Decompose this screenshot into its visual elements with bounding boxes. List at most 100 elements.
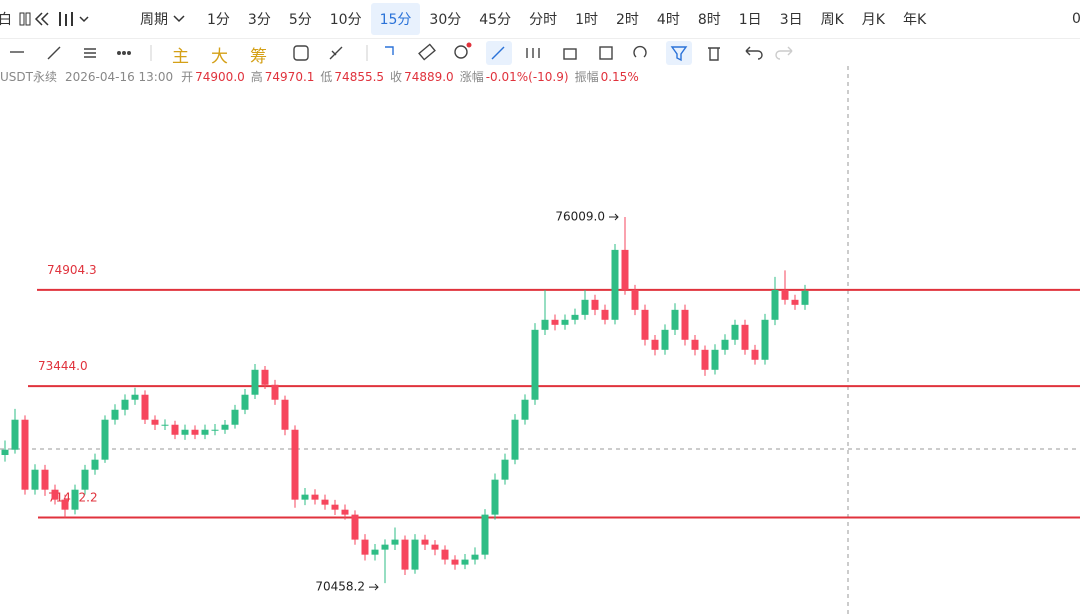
candle-body bbox=[31, 469, 39, 490]
candle-body bbox=[781, 289, 789, 300]
interval-button[interactable]: 1时 bbox=[575, 12, 598, 28]
candle-body bbox=[421, 539, 429, 545]
candle-body bbox=[491, 479, 499, 515]
candle-body bbox=[771, 289, 779, 320]
indicator-list: 主大筹 bbox=[172, 42, 289, 67]
candle-body bbox=[511, 419, 519, 460]
interval-button[interactable]: 5分 bbox=[288, 12, 312, 28]
interval-button[interactable]: 1日 bbox=[738, 12, 762, 28]
candle-body bbox=[441, 549, 449, 560]
period-label[interactable]: 周期 bbox=[140, 12, 168, 28]
interval-list: 1分 3分 5分 10分 15分 30分 45分 分时 1时 2时 4时 8时 1日 3日 周K 月K 年K bbox=[198, 3, 935, 35]
interval-button[interactable]: 4时 bbox=[656, 12, 680, 28]
info-label: 高 bbox=[250, 70, 263, 84]
candle-body bbox=[231, 409, 239, 425]
candle-body bbox=[481, 514, 489, 555]
interval-button[interactable]: 10分 bbox=[329, 12, 362, 28]
candle-body bbox=[381, 544, 389, 550]
candle-body bbox=[211, 429, 219, 431]
candle-body bbox=[81, 469, 89, 490]
theme-label[interactable]: 白 bbox=[0, 12, 12, 28]
candle-body bbox=[351, 514, 359, 540]
candle-body bbox=[471, 554, 479, 560]
candle-body bbox=[521, 399, 529, 420]
candle-body bbox=[581, 299, 589, 315]
candle-body bbox=[291, 429, 299, 500]
candle-body bbox=[161, 424, 169, 426]
interval-button[interactable]: 1分 bbox=[207, 12, 230, 28]
candle-body bbox=[621, 249, 629, 290]
candle-body bbox=[101, 419, 109, 460]
period-arrow bbox=[173, 15, 185, 23]
interval-button[interactable]: 月K bbox=[861, 12, 885, 28]
candle-body bbox=[311, 494, 319, 500]
candle-body bbox=[21, 419, 29, 490]
candle-body bbox=[591, 299, 599, 310]
candle-body bbox=[461, 559, 469, 565]
info-value: 74900.0 bbox=[195, 70, 245, 84]
candle-body bbox=[401, 539, 409, 570]
candle-body bbox=[221, 424, 229, 430]
info-label: 收 bbox=[390, 70, 403, 84]
candle-body bbox=[331, 504, 339, 510]
candle-body bbox=[561, 319, 569, 325]
interval-button[interactable]: 3日 bbox=[779, 12, 803, 28]
indicator-button[interactable]: 筹 bbox=[250, 47, 267, 67]
candle-body bbox=[501, 459, 509, 480]
candle-body bbox=[61, 499, 69, 510]
candle-body bbox=[251, 369, 259, 395]
price-annotation: 76009.0 bbox=[555, 209, 605, 223]
candle-body bbox=[391, 539, 399, 545]
interval-button[interactable]: 周K bbox=[820, 12, 844, 28]
annotation-arrow bbox=[609, 213, 619, 221]
candle-body bbox=[171, 424, 179, 435]
candle-body bbox=[451, 559, 459, 565]
info-datetime: 2026-04-16 13:00 bbox=[64, 70, 174, 84]
interval-button[interactable]: 8时 bbox=[697, 12, 721, 28]
candle-body bbox=[241, 394, 249, 410]
candle-body bbox=[651, 339, 659, 350]
candle-body bbox=[531, 329, 539, 400]
ohlc-info: USDT永续 2026-04-16 13:00 开 74900.0 高 74970.1 低 7… bbox=[0, 68, 645, 85]
candle-body bbox=[121, 399, 129, 410]
candle-body bbox=[191, 429, 199, 435]
candle-body bbox=[141, 394, 149, 420]
interval-button[interactable]: 45分 bbox=[479, 12, 512, 28]
candle-body bbox=[721, 339, 729, 350]
candle-body bbox=[751, 349, 759, 360]
candle-body bbox=[131, 394, 139, 400]
level-label: 74904.3 bbox=[47, 263, 97, 277]
info-value: 0.15% bbox=[600, 70, 639, 84]
candle-body bbox=[1, 449, 9, 456]
info-label: 开 bbox=[181, 70, 194, 84]
interval-button[interactable]: 年K bbox=[902, 12, 927, 28]
candle-body bbox=[791, 299, 799, 305]
indicator-button[interactable]: 大 bbox=[211, 47, 228, 67]
candle-body bbox=[91, 459, 99, 470]
candle-body bbox=[541, 319, 549, 330]
candle-body bbox=[271, 384, 279, 400]
interval-button[interactable]: 2时 bbox=[616, 12, 639, 28]
interval-button[interactable]: 3分 bbox=[247, 12, 271, 28]
candle-body bbox=[151, 419, 159, 425]
level-label: 71452.2 bbox=[48, 491, 98, 505]
info-value: 74889.0 bbox=[404, 70, 454, 84]
candle-body bbox=[741, 324, 749, 350]
candle-body bbox=[181, 429, 189, 435]
candle-body bbox=[641, 309, 649, 340]
candle-body bbox=[321, 499, 329, 505]
tool-icons bbox=[10, 41, 793, 65]
candle-body bbox=[631, 289, 639, 310]
toolbar-icons bbox=[19, 12, 89, 26]
interval-button[interactable]: 30分 bbox=[429, 12, 462, 28]
info-label: 振幅 bbox=[574, 70, 599, 84]
interval-button[interactable]: 分时 bbox=[529, 12, 558, 28]
indicator-button[interactable]: 主 bbox=[172, 47, 189, 67]
candle-body bbox=[431, 544, 439, 550]
info-label: 涨幅 bbox=[459, 70, 484, 84]
interval-button[interactable]: 15分 bbox=[370, 3, 421, 35]
candle-body bbox=[71, 489, 79, 510]
candle-body bbox=[361, 539, 369, 555]
